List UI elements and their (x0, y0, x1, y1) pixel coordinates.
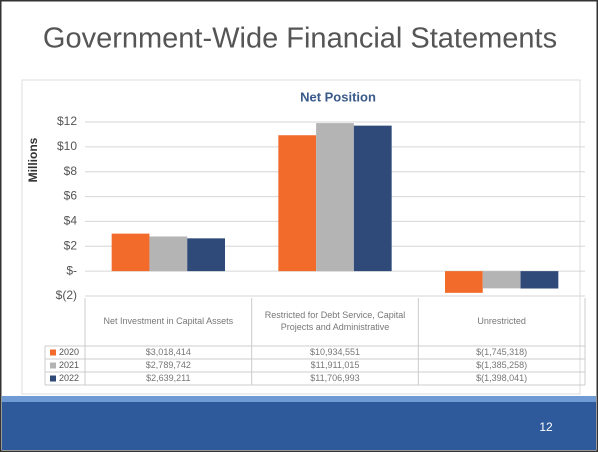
x-tick-label: Unrestricted (477, 316, 526, 327)
bar (278, 135, 317, 272)
legend-label: 2022 (59, 373, 79, 383)
category-header-cell: Unrestricted (477, 316, 526, 327)
bar (187, 238, 225, 272)
legend-label: 2020 (59, 347, 79, 357)
category-header-cell: Restricted for Debt Service, Capital Pro… (264, 310, 406, 332)
table-value: $2,639,211 (146, 373, 190, 383)
y-tick-label: $2 (64, 238, 78, 252)
y-tick-label: $12 (57, 114, 77, 128)
y-axis-label: Millions (26, 137, 40, 182)
table-value: $10,934,551 (310, 347, 360, 357)
y-tick-label: $(2) (56, 288, 77, 302)
footer-stripe (2, 396, 596, 402)
legend-key (50, 375, 56, 382)
table-value: $11,706,993 (310, 373, 359, 383)
y-tick-label: $6 (64, 189, 78, 203)
bar (316, 123, 354, 272)
slide-title: Government-Wide Financial Statements (43, 23, 557, 55)
y-tick-label: $- (66, 263, 77, 277)
legend-label: 2021 (59, 360, 79, 370)
y-tick-label: $10 (57, 139, 77, 153)
bar (149, 236, 188, 272)
x-tick-label: Restricted for Debt Service, Capital Pro… (264, 310, 406, 332)
bar (482, 271, 521, 289)
plot: $(2) $- $2 $4 $6 $8 $10 $12 Net Investment in Ca… (44, 114, 586, 386)
category-header-cell: Net Investment in Capital Assets (103, 316, 234, 327)
y-tick-label: $8 (64, 164, 78, 178)
legend-key (50, 349, 56, 356)
footer-band (2, 396, 596, 450)
table-value: $(1,745,318) (476, 347, 527, 357)
chart-title: Net Position (300, 89, 376, 104)
bar (353, 125, 392, 272)
legend-key (50, 362, 56, 369)
page-number: 12 (539, 420, 553, 434)
bar (520, 271, 559, 289)
table-value: $2,789,742 (146, 360, 191, 370)
table-value: $11,911,015 (311, 360, 360, 370)
y-tick-label: $4 (64, 214, 78, 228)
table-value: $3,018,414 (146, 347, 191, 357)
x-tick-label: Net Investment in Capital Assets (103, 316, 234, 327)
bar (111, 233, 150, 272)
table-value: $(1,385,258) (476, 360, 527, 370)
bar (445, 271, 483, 293)
table-value: $(1,398,041) (476, 373, 527, 383)
